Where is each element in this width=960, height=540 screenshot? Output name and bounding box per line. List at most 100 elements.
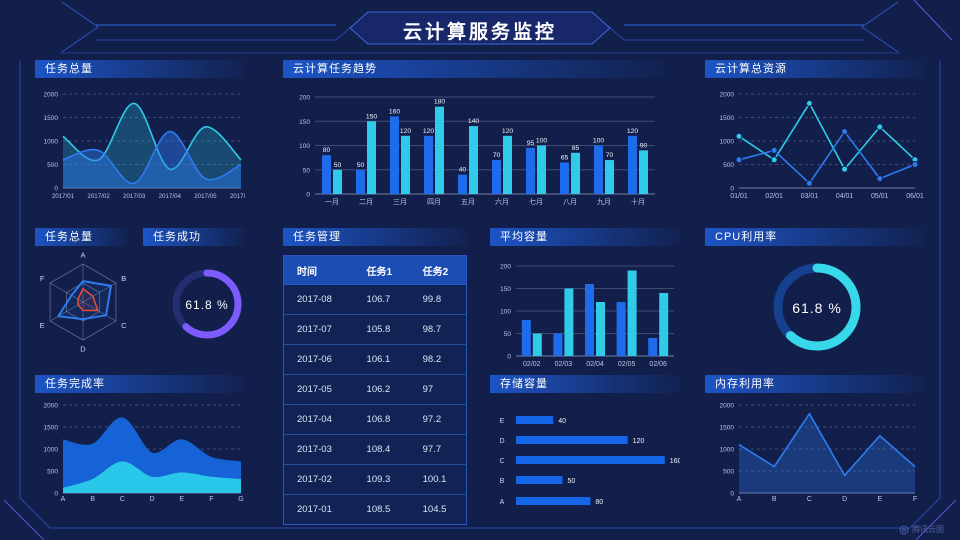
svg-text:A: A xyxy=(737,496,742,503)
svg-text:0: 0 xyxy=(507,354,511,361)
svg-text:2017/03: 2017/03 xyxy=(123,193,146,200)
svg-text:160: 160 xyxy=(389,108,401,115)
svg-text:50: 50 xyxy=(357,162,365,169)
svg-text:E: E xyxy=(40,321,45,330)
table-row: 2017-07 105.8 98.7 xyxy=(283,314,467,345)
svg-text:二月: 二月 xyxy=(359,198,373,206)
svg-text:150: 150 xyxy=(366,113,378,120)
panel-title: 云计算总资源 xyxy=(705,60,925,78)
svg-text:50: 50 xyxy=(334,162,342,169)
table-cell: 104.5 xyxy=(409,494,467,525)
svg-text:B: B xyxy=(121,274,126,283)
table-cell: 109.3 xyxy=(353,464,410,495)
svg-text:100: 100 xyxy=(593,138,605,145)
svg-text:F: F xyxy=(209,496,213,503)
panel-title: 任务总量 xyxy=(35,228,128,246)
svg-text:95: 95 xyxy=(527,140,535,147)
svg-text:B: B xyxy=(772,496,777,503)
svg-text:200: 200 xyxy=(500,264,511,271)
table-cell: 106.2 xyxy=(353,374,410,405)
task-total-area-chart: 0 500 1000 1500 2000 2017/01 2017/02 2017/03 201… xyxy=(35,78,253,217)
svg-text:七月: 七月 xyxy=(529,197,543,206)
table-cell: 2017-04 xyxy=(283,404,354,435)
svg-text:2000: 2000 xyxy=(44,403,59,410)
table-cell: 106.1 xyxy=(353,344,410,375)
svg-text:1500: 1500 xyxy=(720,115,735,122)
svg-text:2017/04: 2017/04 xyxy=(159,193,182,200)
svg-text:0: 0 xyxy=(730,186,734,193)
svg-text:120: 120 xyxy=(423,128,435,135)
panel-storage-capacity: 存储容量 E 40 D 120 C 160 B 50 A 80 xyxy=(490,375,682,520)
svg-text:B: B xyxy=(90,496,95,503)
svg-text:01/01: 01/01 xyxy=(730,193,748,200)
svg-text:05/01: 05/01 xyxy=(871,193,889,200)
svg-text:90: 90 xyxy=(640,142,648,149)
svg-text:E: E xyxy=(877,496,882,503)
svg-text:100: 100 xyxy=(500,309,511,316)
svg-text:100: 100 xyxy=(536,138,548,145)
cloud-task-trend-bar-chart: 0 50 100 150 200 一月 二月 三月 四月 五月 六月 七月 八月 九月 十月 80 50 160 1… xyxy=(283,78,665,217)
svg-text:D: D xyxy=(80,345,86,354)
table-row: 2017-02 109.3 100.1 xyxy=(283,464,467,495)
panel-title: 存储容量 xyxy=(490,375,680,393)
table-cell: 99.8 xyxy=(409,284,467,315)
svg-text:六月: 六月 xyxy=(495,197,509,206)
svg-text:150: 150 xyxy=(299,119,310,126)
table-cell: 2017-03 xyxy=(283,434,354,465)
gauge-value: 61.8 % xyxy=(167,298,247,312)
table-cell: 100.1 xyxy=(409,464,467,495)
table-row: 2017-04 106.8 97.2 xyxy=(283,404,467,435)
table-cell: 97.2 xyxy=(409,404,467,435)
svg-text:F: F xyxy=(913,496,917,503)
task-management-table: 时间 任务1 任务2 2017-08 106.7 99.8 2017-07 105.8 98.7… xyxy=(283,255,467,525)
svg-text:120: 120 xyxy=(400,128,412,135)
svg-text:140: 140 xyxy=(468,118,480,125)
svg-text:500: 500 xyxy=(47,162,58,169)
column-header: 任务2 xyxy=(409,255,467,285)
svg-text:02/05: 02/05 xyxy=(618,361,636,368)
gauge-unit: % xyxy=(217,298,229,312)
svg-text:120: 120 xyxy=(502,128,514,135)
svg-text:02/02: 02/02 xyxy=(523,361,541,368)
svg-text:120: 120 xyxy=(627,128,639,135)
svg-text:2000: 2000 xyxy=(44,92,59,99)
svg-text:2000: 2000 xyxy=(720,92,735,99)
svg-text:D: D xyxy=(149,496,154,503)
panel-cloud-total-resource: 云计算总资源 0 500 1000 1500 2000 01/01 02/01 03/01 04… xyxy=(705,60,925,212)
table-cell: 98.2 xyxy=(409,344,467,375)
svg-text:150: 150 xyxy=(500,286,511,293)
panel-cloud-task-trend: 云计算任务趋势 0 50 100 150 200 一月 二月 三月 四月 五月 六月 七月 八月 九月 十月… xyxy=(283,60,665,212)
svg-text:40: 40 xyxy=(459,167,467,174)
table-row: 2017-03 108.4 97.7 xyxy=(283,434,467,465)
svg-text:0: 0 xyxy=(54,491,58,498)
table-cell: 108.4 xyxy=(353,434,410,465)
table-header-row: 时间 任务1 任务2 xyxy=(283,255,467,285)
svg-text:03/01: 03/01 xyxy=(801,193,819,200)
task-total-radar-chart: A B C D E F xyxy=(35,246,143,373)
svg-text:A: A xyxy=(500,499,505,506)
svg-text:100: 100 xyxy=(299,143,310,150)
svg-text:180: 180 xyxy=(434,99,446,106)
svg-text:160: 160 xyxy=(670,458,680,465)
column-header: 时间 xyxy=(283,255,354,285)
brand-watermark: 腾讯云图 xyxy=(899,524,944,535)
svg-text:九月: 九月 xyxy=(597,197,611,206)
table-row: 2017-05 106.2 97 xyxy=(283,374,467,405)
panel-task-completion: 任务完成率 0 500 1000 1500 2000 A B C D E F G xyxy=(35,375,245,520)
gauge-number: 61.8 xyxy=(185,298,213,312)
svg-text:2017/02: 2017/02 xyxy=(87,193,110,200)
panel-task-success: 任务成功 61.8 % xyxy=(143,228,245,368)
svg-text:一月: 一月 xyxy=(325,198,339,206)
svg-text:04/01: 04/01 xyxy=(836,193,854,200)
svg-text:70: 70 xyxy=(493,152,501,159)
svg-text:500: 500 xyxy=(723,162,734,169)
svg-text:120: 120 xyxy=(633,438,645,445)
svg-text:85: 85 xyxy=(572,145,580,152)
svg-text:02/03: 02/03 xyxy=(555,361,573,368)
table-cell: 105.8 xyxy=(353,314,410,345)
svg-text:0: 0 xyxy=(54,186,58,193)
svg-text:02/04: 02/04 xyxy=(586,361,604,368)
table-cell: 2017-01 xyxy=(283,494,354,525)
svg-text:E: E xyxy=(500,418,505,425)
